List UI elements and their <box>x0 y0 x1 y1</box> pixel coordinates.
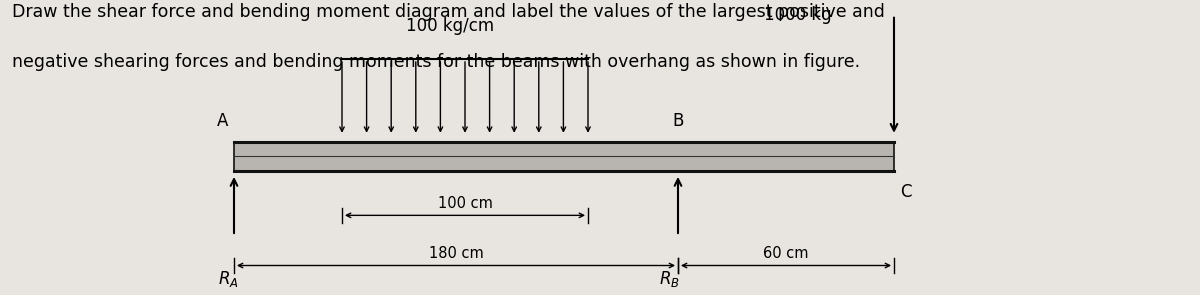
Text: 100 kg/cm: 100 kg/cm <box>406 17 494 35</box>
Text: Draw the shear force and bending moment diagram and label the values of the larg: Draw the shear force and bending moment … <box>12 3 884 21</box>
Text: $R_A$: $R_A$ <box>217 269 239 289</box>
Text: B: B <box>672 112 683 130</box>
Text: C: C <box>900 183 912 201</box>
Text: 1000 kg: 1000 kg <box>764 6 832 24</box>
Text: 60 cm: 60 cm <box>763 246 809 261</box>
Text: negative shearing forces and bending moments for the beams with overhang as show: negative shearing forces and bending mom… <box>12 53 860 71</box>
Bar <box>234 142 894 171</box>
Text: A: A <box>217 112 228 130</box>
Text: 100 cm: 100 cm <box>438 196 492 211</box>
Text: $R_B$: $R_B$ <box>659 269 680 289</box>
Text: 180 cm: 180 cm <box>428 246 484 261</box>
